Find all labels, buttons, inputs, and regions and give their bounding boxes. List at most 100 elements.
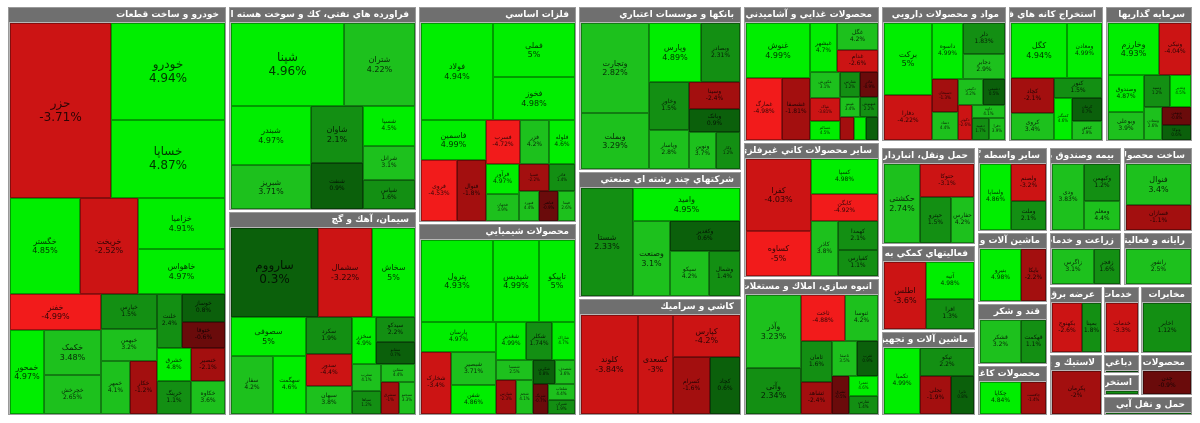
stock-cell[interactable]: خرینگ 1.1% <box>157 381 191 414</box>
stock-cell[interactable]: زفجر 1.6% <box>1094 249 1120 284</box>
stock-cell[interactable]: ولصنم -3.2% <box>1011 164 1046 201</box>
stock-cell[interactable]: شزنگ -0.7% <box>533 384 548 414</box>
stock-cell[interactable]: داوه 4.1% <box>972 105 1005 118</box>
stock-cell[interactable]: سفانو 0.7% <box>376 342 415 364</box>
stock-cell[interactable]: کلوند -3.84% <box>581 315 638 414</box>
sector-title[interactable]: استخراج نفت <box>1105 376 1138 390</box>
stock-cell[interactable]: وتوکا 0.6% <box>1162 125 1191 140</box>
stock-cell[interactable]: سشرق -1% <box>381 382 399 414</box>
stock-cell[interactable]: وبهمن -0.8% <box>1162 107 1191 125</box>
stock-cell[interactable]: فملی 5% <box>493 23 575 77</box>
stock-cell[interactable]: سارووم 0.3% <box>231 228 318 317</box>
stock-cell[interactable]: خساپا 4.87% <box>111 120 225 198</box>
stock-cell[interactable]: کروی 3.4% <box>1011 113 1054 140</box>
stock-cell[interactable]: غنوش 4.99% <box>746 23 810 78</box>
stock-cell[interactable]: سبهان 3.8% <box>306 386 352 414</box>
stock-cell[interactable]: فاذر 1.4% <box>549 164 575 191</box>
stock-cell[interactable]: فنوال 3.4% <box>1126 164 1191 205</box>
stock-cell[interactable]: ونوین 3.7% <box>689 132 716 169</box>
stock-cell[interactable]: شلعاب 4.4% <box>548 384 575 400</box>
stock-cell[interactable]: سقاین 4.4% <box>381 364 415 382</box>
stock-cell[interactable]: وتجارت 2.82% <box>581 23 649 113</box>
stock-cell[interactable]: پارسان 4.97% <box>421 322 496 352</box>
stock-cell[interactable]: سصوفی 5% <box>231 317 306 356</box>
stock-cell[interactable]: حپترو 1.5% <box>920 197 951 243</box>
stock-cell[interactable]: شتران 4.22% <box>344 23 415 106</box>
sector-title[interactable]: بيمه وصندوق بازنشستگي <box>1051 149 1120 163</box>
stock-cell[interactable]: دفرا 3.9% <box>989 118 1005 140</box>
stock-cell[interactable]: کابگن -4.92% <box>811 194 878 221</box>
stock-cell[interactable]: وکغدیر 0.6% <box>670 221 740 251</box>
stock-cell[interactable]: شبریز 3.71% <box>231 165 311 209</box>
stock-cell[interactable]: سغرب 4.1% <box>352 364 381 391</box>
stock-cell[interactable]: ثشرق -0.5% <box>832 376 849 414</box>
sector-title[interactable]: عرضه برق، گاز، بخار و آب گرم <box>1051 288 1101 302</box>
stock-cell[interactable]: دعبید 1.7% <box>972 118 989 140</box>
stock-cell[interactable]: خگستر 4.85% <box>10 198 80 294</box>
stock-cell[interactable]: داسوه 4.99% <box>932 23 963 79</box>
stock-cell[interactable]: کسرام -1.6% <box>673 357 710 414</box>
stock-cell[interactable]: بایکا -2.2% <box>1021 249 1046 301</box>
sector-title[interactable]: محصولات چوبي <box>1142 356 1191 370</box>
stock-cell[interactable]: شستا 2.33% <box>581 188 633 296</box>
stock-cell[interactable]: تایرا 0.8% <box>951 376 974 414</box>
stock-cell[interactable]: وخارزم 4.93% <box>1108 23 1159 75</box>
stock-cell[interactable]: ومعادن 4.99% <box>1067 23 1102 78</box>
stock-cell[interactable]: سدور -4.4% <box>306 354 352 386</box>
stock-cell[interactable]: وبملت 3.29% <box>581 113 649 169</box>
stock-cell[interactable]: شکربن 0.8% <box>533 360 555 384</box>
sector-title[interactable]: مخابرات <box>1142 288 1191 302</box>
stock-cell[interactable]: فاسمین 4.99% <box>421 120 486 160</box>
stock-cell[interactable]: وصندوق 4.87% <box>1108 75 1144 112</box>
stock-cell[interactable]: وآذر 3.23% <box>746 295 801 368</box>
stock-cell[interactable]: شیران 1.9% <box>548 400 575 414</box>
stock-cell[interactable]: غفارس 1.2% <box>840 72 860 97</box>
stock-cell[interactable]: فروی -4.53% <box>421 160 457 221</box>
sector-title[interactable]: محصولات كاغذي <box>979 367 1046 381</box>
stock-cell[interactable]: خکمک 3.48% <box>44 330 101 375</box>
sector-title[interactable]: كاشي و سراميك <box>580 300 740 314</box>
stock-cell[interactable] <box>854 117 866 140</box>
stock-cell[interactable]: خشرق 4.8% <box>157 348 191 381</box>
stock-cell[interactable]: فلوله 4.6% <box>549 120 575 164</box>
stock-cell[interactable]: شاراک 4.7% <box>552 322 575 360</box>
stock-cell[interactable]: غمارگ -4.98% <box>746 78 782 140</box>
stock-cell[interactable]: سپاها 1.2% <box>352 391 381 414</box>
stock-cell[interactable]: کاذر 3.8% <box>811 221 838 276</box>
stock-cell[interactable]: غبشهر 4.7% <box>810 23 837 72</box>
stock-cell[interactable]: کهمدا 2.1% <box>838 221 878 250</box>
stock-cell[interactable]: دسبحان -1.3% <box>932 79 958 112</box>
stock-cell[interactable]: حفارس 4.2% <box>951 197 974 243</box>
stock-cell[interactable]: فولاد 4.94% <box>421 23 493 120</box>
stock-cell[interactable]: وپارس 4.89% <box>649 23 701 82</box>
stock-cell[interactable]: کمنگنز 4.6% <box>1054 98 1072 140</box>
stock-cell[interactable] <box>1106 371 1138 372</box>
sector-title[interactable]: فعاليتهاي كمكي به نهادهاي مالي واسط <box>883 247 974 261</box>
stock-cell[interactable]: کسعدی -3% <box>638 315 673 414</box>
stock-cell[interactable]: ثفارس 1.4% <box>849 396 878 414</box>
stock-cell[interactable]: وسپه 1.2% <box>1144 75 1170 107</box>
stock-cell[interactable]: ودی 3.83% <box>1052 164 1084 230</box>
stock-cell[interactable]: دتماد 4.4% <box>932 112 958 140</box>
stock-cell[interactable]: تکمبا 4.99% <box>884 348 920 414</box>
stock-cell[interactable] <box>866 117 878 140</box>
stock-cell[interactable]: وپاسار 2.8% <box>649 130 689 169</box>
stock-cell[interactable]: خچرخش 2.65% <box>44 375 101 414</box>
stock-cell[interactable]: کفپارس 1.1% <box>838 250 878 276</box>
stock-cell[interactable]: رانفور 2.5% <box>1126 249 1191 284</box>
stock-cell[interactable]: خزامیا 4.91% <box>138 198 225 249</box>
stock-cell[interactable]: غبهنوش 2.2% <box>860 97 878 117</box>
stock-cell[interactable]: دجابر 2.9% <box>963 54 1005 79</box>
stock-cell[interactable]: شپارس -2.3% <box>496 380 516 414</box>
stock-cell[interactable]: وکار 1.2% <box>716 132 740 169</box>
stock-cell[interactable]: وکبهمن 1.2% <box>1084 164 1120 201</box>
stock-cell[interactable]: قشکر 3.2% <box>980 320 1021 363</box>
stock-cell[interactable]: شاوان 2.1% <box>311 106 363 163</box>
stock-cell[interactable]: بمپنا 1.8% <box>1082 303 1101 352</box>
sector-title[interactable]: خدمات فني و مهندسي <box>1105 288 1138 302</box>
stock-cell[interactable]: غسالم 4.5% <box>810 121 840 140</box>
stock-cell[interactable]: تجلی -1.9% <box>920 376 951 414</box>
stock-cell[interactable]: شرانل 3.1% <box>363 146 415 180</box>
stock-cell[interactable]: ختوقا -0.6% <box>182 322 225 348</box>
stock-cell[interactable]: کپارس -4.2% <box>673 315 740 357</box>
